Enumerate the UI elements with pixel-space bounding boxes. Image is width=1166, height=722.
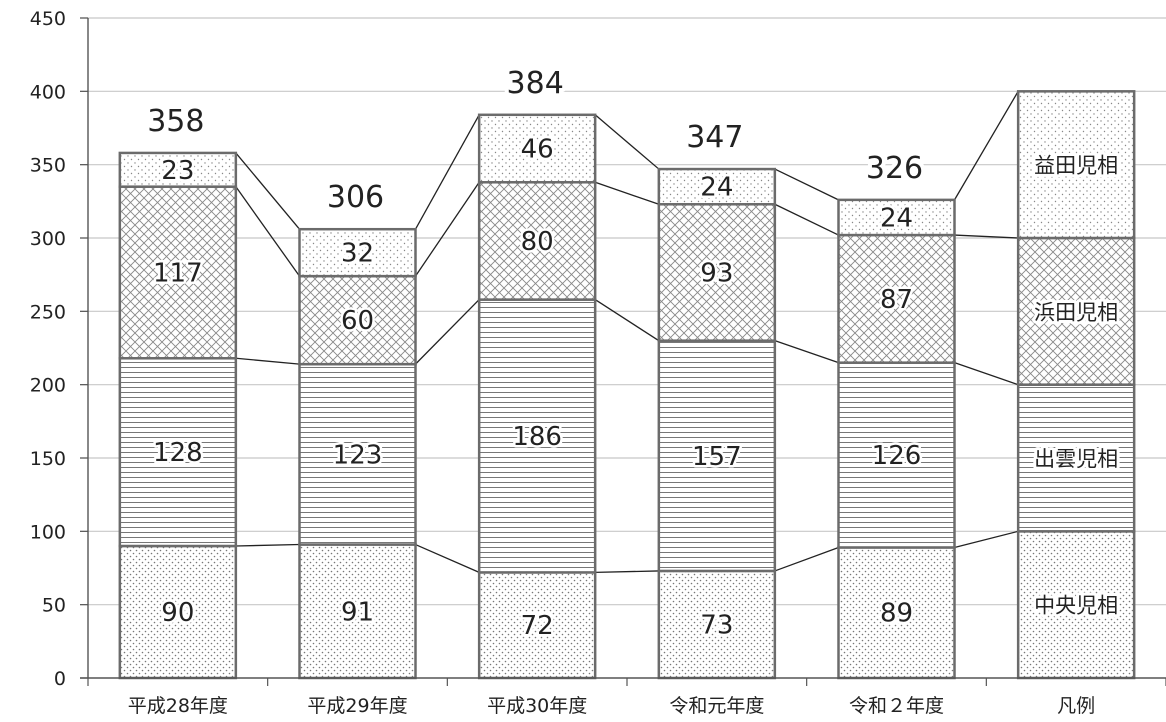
series-line — [594, 299, 660, 342]
x-tick-label: 平成30年度 — [487, 695, 587, 717]
bar-segment — [477, 571, 597, 680]
y-tick-label: 400 — [30, 81, 66, 103]
series-line — [235, 357, 300, 365]
y-tick-label: 200 — [30, 375, 66, 397]
legend-swatch — [1016, 236, 1136, 386]
series-line — [954, 530, 1019, 549]
series-line — [415, 543, 480, 573]
bar-segment — [298, 362, 417, 546]
bar-segment — [477, 181, 597, 301]
bar-segment — [657, 167, 777, 206]
data-label: 24 — [700, 173, 733, 203]
series-line — [954, 234, 1019, 239]
bar-segment — [837, 198, 956, 237]
bar-segment — [837, 233, 956, 364]
series-line — [774, 203, 839, 236]
x-tick-label-legend: 凡例 — [1057, 695, 1095, 717]
data-label: 87 — [880, 285, 913, 315]
bar-segment — [118, 151, 238, 188]
y-tick-label: 250 — [30, 301, 66, 323]
y-tick-label: 300 — [30, 228, 66, 250]
legend-swatch — [1016, 90, 1136, 240]
data-label: 73 — [700, 610, 733, 640]
bar-segment — [477, 298, 597, 574]
y-axis-ticks: 0 50 100 150 200 250 300 350 400 450 — [30, 8, 88, 690]
y-tick-label: 350 — [30, 155, 66, 177]
series-line — [414, 114, 480, 230]
legend-label: 中央児相 — [1034, 594, 1118, 618]
y-tick-label: 50 — [42, 595, 66, 617]
series-line — [953, 91, 1019, 201]
data-label: 128 — [153, 438, 203, 468]
data-label: 46 — [521, 135, 554, 165]
y-tick-label: 100 — [30, 521, 66, 543]
gridlines — [80, 17, 1166, 606]
data-label: 93 — [700, 258, 733, 288]
series-line — [235, 152, 300, 230]
series-line — [415, 299, 480, 365]
total-label: 306 — [327, 180, 384, 215]
data-label: 72 — [521, 611, 554, 641]
bar-segment — [477, 113, 597, 184]
total-label: 358 — [147, 104, 204, 139]
data-label: 117 — [153, 258, 203, 288]
legend-swatch — [1016, 530, 1136, 680]
legend-label: 出雲児相 — [1034, 447, 1118, 471]
series-line — [594, 114, 660, 170]
series-line — [235, 186, 301, 277]
data-label: 32 — [341, 239, 374, 269]
bar-segment — [118, 185, 238, 360]
legend-label: 浜田児相 — [1034, 300, 1118, 324]
bar-segment — [298, 274, 417, 366]
bar-segment — [837, 546, 956, 680]
bar-segment — [118, 544, 238, 680]
bar-segment — [657, 203, 777, 342]
y-tick-label: 0 — [54, 668, 66, 690]
x-tick-label: 令和２年度 — [849, 695, 944, 717]
data-label: 126 — [872, 441, 922, 471]
series-connector-lines — [235, 91, 1019, 574]
bar-segment — [118, 357, 238, 548]
legend-label: 益田児相 — [1034, 154, 1118, 178]
x-tick-label: 平成29年度 — [307, 695, 407, 717]
bar-segment — [657, 339, 777, 573]
series-line — [774, 168, 839, 201]
data-label: 186 — [512, 422, 562, 452]
data-label: 91 — [341, 597, 374, 627]
series-line — [954, 362, 1019, 386]
data-label: 89 — [880, 599, 913, 629]
data-label: 123 — [333, 440, 383, 470]
data-label: 157 — [692, 442, 742, 472]
y-tick-label: 150 — [30, 448, 66, 470]
series-line — [235, 543, 300, 547]
x-tick-label: 平成28年度 — [128, 695, 228, 717]
data-labels: 90 128 117 23 358 91 123 60 32 306 72 186 80 46 384 73 1… — [143, 62, 1121, 644]
x-tick-label: 令和元年度 — [669, 695, 764, 717]
total-label: 347 — [686, 120, 743, 155]
series-line — [414, 181, 480, 277]
series-line — [774, 546, 839, 572]
x-axis-ticks: 平成28年度 平成29年度 平成30年度 令和元年度 令和２年度 凡例 — [128, 695, 1095, 717]
data-label: 90 — [161, 598, 194, 628]
bars — [118, 90, 1136, 680]
series-line — [595, 570, 659, 574]
bar-segment — [298, 227, 417, 278]
axes — [80, 18, 1166, 686]
series-line — [594, 181, 660, 205]
data-label: 80 — [521, 227, 554, 257]
total-label: 384 — [507, 66, 564, 101]
data-label: 60 — [341, 306, 374, 336]
bar-segment — [837, 361, 956, 549]
total-label: 326 — [866, 151, 923, 186]
y-tick-label: 450 — [30, 8, 66, 30]
data-label: 23 — [161, 156, 194, 186]
data-label: 24 — [880, 203, 913, 233]
series-line — [774, 340, 839, 364]
